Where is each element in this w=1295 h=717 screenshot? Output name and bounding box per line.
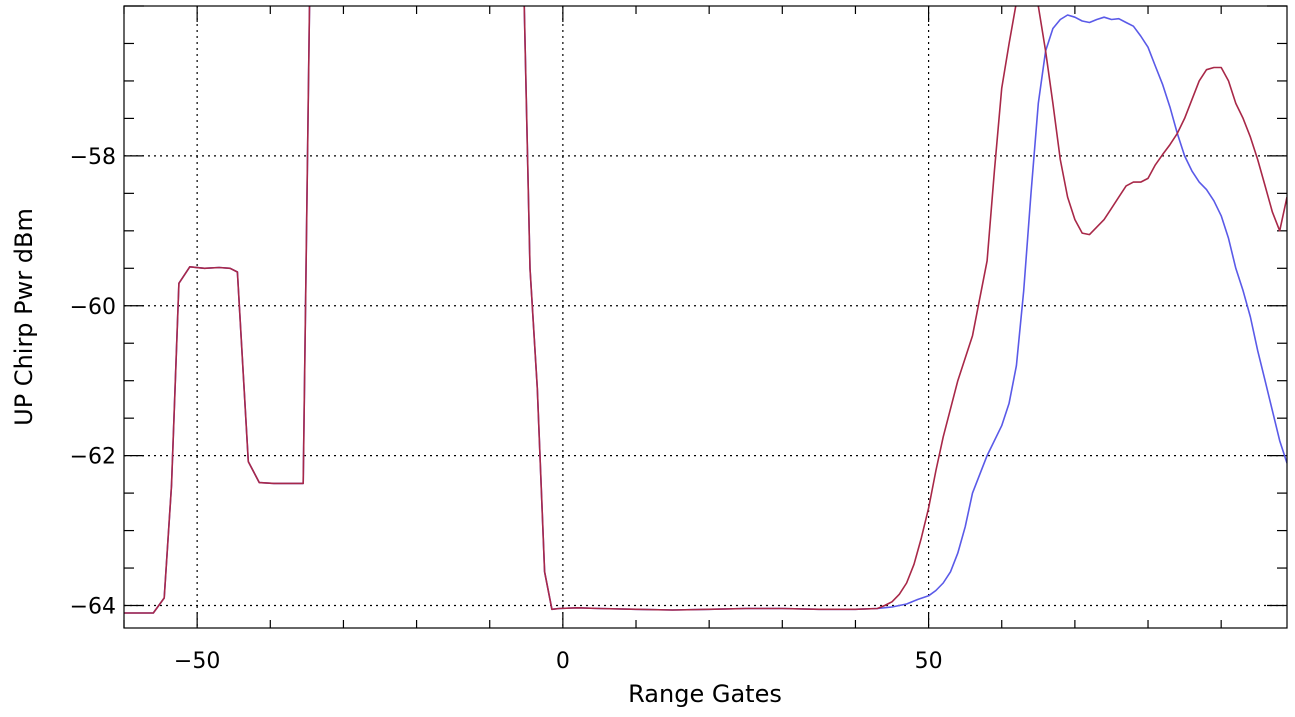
- y-axis-label: UP Chirp Pwr dBm: [10, 208, 38, 426]
- grid-lines: [124, 6, 1287, 628]
- plot-frame: [123, 5, 1288, 629]
- x-tick-labels: −50 0 50: [174, 649, 943, 674]
- x-tick-label: 50: [915, 649, 943, 674]
- y-tick-label: −58: [70, 145, 116, 170]
- x-tick-label: −50: [174, 649, 220, 674]
- y-tick-label: −60: [70, 295, 116, 320]
- y-tick-labels: −64 −62 −60 −58: [70, 145, 116, 620]
- y-tick-label: −62: [70, 445, 116, 470]
- series-line-1: [124, 6, 1287, 614]
- series-layer: [124, 6, 1287, 614]
- x-tick-label: 0: [556, 649, 570, 674]
- x-axis-label: Range Gates: [628, 680, 782, 708]
- series-line-2: [124, 6, 1287, 614]
- axis-ticks: [123, 5, 1287, 628]
- y-tick-label: −64: [70, 595, 116, 620]
